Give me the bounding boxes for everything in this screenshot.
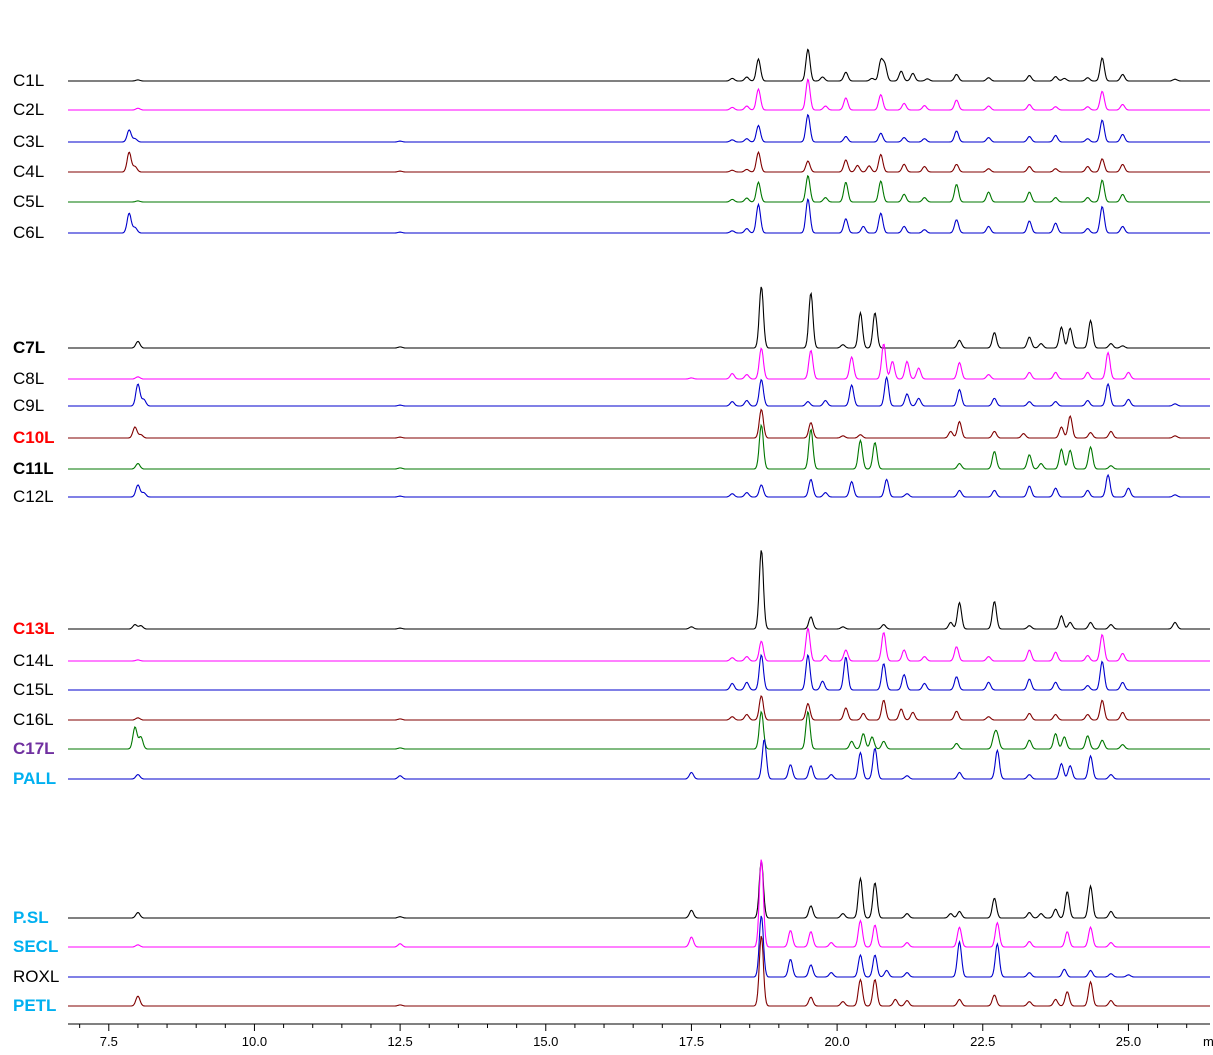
trace-secl — [68, 859, 1210, 948]
trace-c6l — [68, 198, 1210, 234]
trace-label-c16l: C16L — [13, 710, 54, 729]
x-tick-label: 10.0 — [242, 1034, 267, 1049]
x-axis-unit-label: m — [1203, 1034, 1213, 1049]
trace-label-c9l: C9L — [13, 396, 44, 415]
trace-psl — [68, 860, 1210, 919]
trace-label-secl: SECL — [13, 937, 58, 956]
trace-c8l — [68, 343, 1210, 380]
trace-label-c7l: C7L — [13, 338, 45, 357]
x-tick-label: 25.0 — [1116, 1034, 1141, 1049]
trace-petl — [68, 935, 1210, 1007]
trace-pall — [68, 738, 1210, 780]
x-tick-label: 22.5 — [970, 1034, 995, 1049]
trace-c5l — [68, 174, 1210, 203]
trace-label-pall: PALL — [13, 769, 56, 788]
trace-label-c10l: C10L — [13, 428, 55, 447]
trace-label-psl: P.SL — [13, 908, 49, 927]
trace-label-c17l: C17L — [13, 739, 55, 758]
trace-c13l — [68, 550, 1210, 630]
trace-label-c15l: C15L — [13, 680, 54, 699]
trace-label-c5l: C5L — [13, 192, 44, 211]
x-tick-label: 20.0 — [824, 1034, 849, 1049]
trace-label-c4l: C4L — [13, 162, 44, 181]
trace-c3l — [68, 113, 1210, 143]
trace-c1l — [68, 48, 1210, 82]
trace-label-roxl: ROXL — [13, 967, 59, 986]
trace-label-petl: PETL — [13, 996, 56, 1015]
trace-label-c13l: C13L — [13, 619, 55, 638]
trace-c16l — [68, 694, 1210, 721]
trace-c17l — [68, 710, 1210, 750]
trace-label-c2l: C2L — [13, 100, 44, 119]
trace-c12l — [68, 473, 1210, 498]
trace-roxl — [68, 915, 1210, 978]
trace-c11l — [68, 423, 1210, 470]
trace-label-c3l: C3L — [13, 132, 44, 151]
trace-c10l — [68, 408, 1210, 439]
trace-label-c6l: C6L — [13, 223, 44, 242]
trace-layer — [68, 48, 1210, 1007]
trace-label-c14l: C14L — [13, 651, 54, 670]
trace-c14l — [68, 627, 1210, 662]
trace-c4l — [68, 150, 1210, 173]
x-axis: 7.5 10.0 12.5 15.0 17.5 20.0 22.5 25.0 m — [68, 1023, 1213, 1049]
trace-label-c8l: C8L — [13, 369, 44, 388]
trace-c9l — [68, 375, 1210, 407]
trace-c2l — [68, 78, 1210, 111]
x-tick-label: 17.5 — [679, 1034, 704, 1049]
trace-c15l — [68, 653, 1210, 691]
trace-label-layer: C1L C2L C3L C4L C5L C6L C7L C8L C9L C10L C11L C12L C… — [13, 71, 59, 1015]
x-tick-label: 7.5 — [100, 1034, 118, 1049]
trace-c7l — [68, 286, 1210, 349]
trace-label-c1l: C1L — [13, 71, 44, 90]
trace-label-c12l: C12L — [13, 487, 54, 506]
x-tick-label: 15.0 — [533, 1034, 558, 1049]
trace-label-c11l: C11L — [13, 459, 54, 478]
x-tick-label: 12.5 — [387, 1034, 412, 1049]
